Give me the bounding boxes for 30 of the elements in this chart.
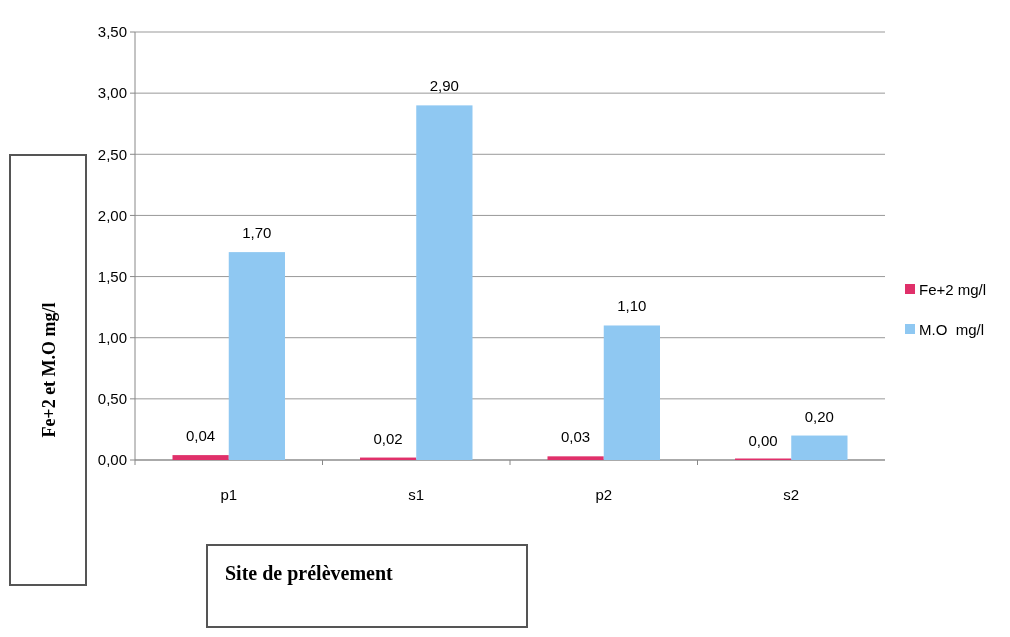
x-tick-label: s2 [783,486,800,503]
bar [603,325,660,460]
bar [228,252,285,460]
data-label: 0,02 [373,429,403,447]
y-tick-label: 2,50 [97,145,127,163]
bar [547,456,604,460]
bar [172,455,229,460]
data-label: 1,70 [242,224,272,242]
data-label: 0,04 [186,427,216,445]
bar [791,435,848,460]
data-label: 0,03 [561,428,591,446]
data-label: 1,10 [617,297,647,315]
x-tick-label: p2 [595,486,613,503]
y-tick-label: 3,00 [97,84,127,102]
y-tick-label: 0,00 [97,451,127,469]
x-tick-label: s1 [408,486,425,503]
data-label: 0,00 [748,432,778,449]
y-tick-label: 1,50 [97,267,127,285]
y-tick-label: 1,00 [97,328,127,346]
bar [416,105,473,460]
legend-label: Fe+2 mg/l [919,281,987,299]
y-tick-label: 3,50 [97,23,127,41]
x-tick-label: p1 [220,486,238,503]
legend-label: M.O mg/l [919,321,985,339]
data-label: 2,90 [429,77,459,95]
data-label: 0,20 [804,407,834,425]
y-axis-title: Fe+2 et M.O mg/l [39,302,59,438]
x-axis-title: Site de prélèvement [225,562,394,585]
y-tick-label: 0,50 [97,390,127,408]
y-tick-label: 2,00 [97,206,127,224]
